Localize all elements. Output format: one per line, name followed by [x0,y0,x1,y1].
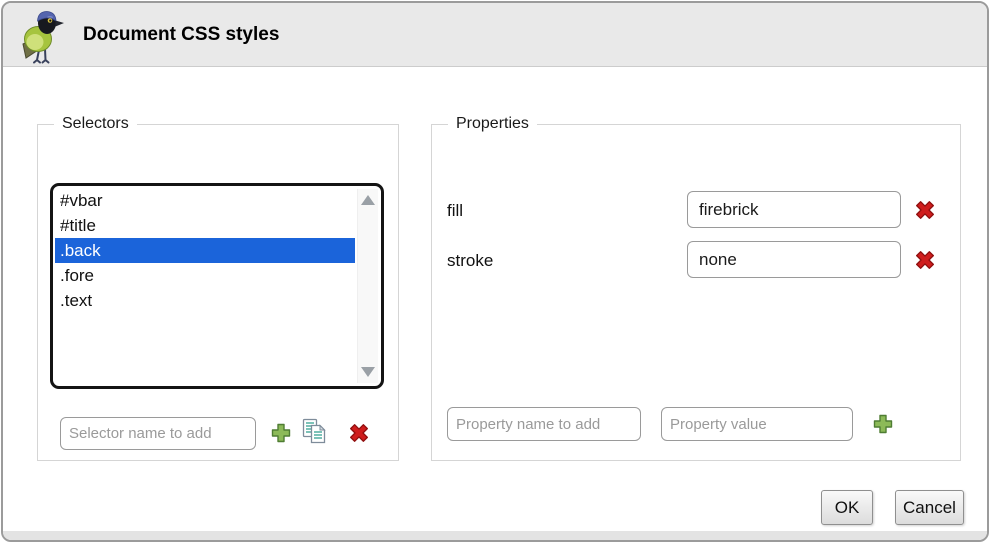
selector-name-input[interactable] [60,417,256,450]
property-value-input-fill[interactable] [687,191,901,228]
list-scrollbar[interactable] [357,189,378,383]
delete-property-fill-button[interactable] [912,197,938,223]
selectors-group: Selectors #vbar #title .back .fore .text [37,115,399,461]
scroll-up-icon[interactable] [361,195,375,205]
property-name-label: fill [447,201,464,220]
selector-list-item[interactable]: #vbar [60,191,103,210]
selector-list: #vbar #title .back .fore .text [55,188,355,384]
selector-list-item-selected[interactable]: .back [55,238,355,263]
selector-list-item[interactable]: .fore [60,266,95,285]
property-value-input[interactable] [661,407,853,441]
selectors-legend: Selectors [62,115,129,132]
cancel-button[interactable]: Cancel [895,490,964,525]
selector-list-item[interactable]: #title [60,216,96,235]
property-value-input-stroke[interactable] [687,241,901,278]
cross-icon [916,201,934,219]
cross-icon [916,251,934,269]
dialog-header: Document CSS styles [3,3,987,67]
property-name-label: stroke [447,251,494,270]
add-property-button[interactable] [870,411,896,437]
dialog-bottom-strip [3,531,987,540]
plus-icon [873,414,893,434]
copy-selector-button[interactable] [302,418,328,444]
green-jay-bird-icon [22,11,64,64]
cross-icon [350,424,368,442]
selector-listbox[interactable]: #vbar #title .back .fore .text [50,183,384,389]
selector-list-item[interactable]: .text [60,291,93,310]
copy-icon [302,418,326,444]
plus-icon [271,423,291,443]
dialog-title: Document CSS styles [83,24,280,45]
property-name-input[interactable] [447,407,641,441]
ok-button[interactable]: OK [821,490,873,525]
scroll-down-icon[interactable] [361,367,375,377]
properties-legend: Properties [456,115,529,132]
properties-group: Properties fill stroke [431,115,961,461]
add-selector-button[interactable] [268,420,294,446]
delete-property-stroke-button[interactable] [912,247,938,273]
delete-selector-button[interactable] [346,420,372,446]
